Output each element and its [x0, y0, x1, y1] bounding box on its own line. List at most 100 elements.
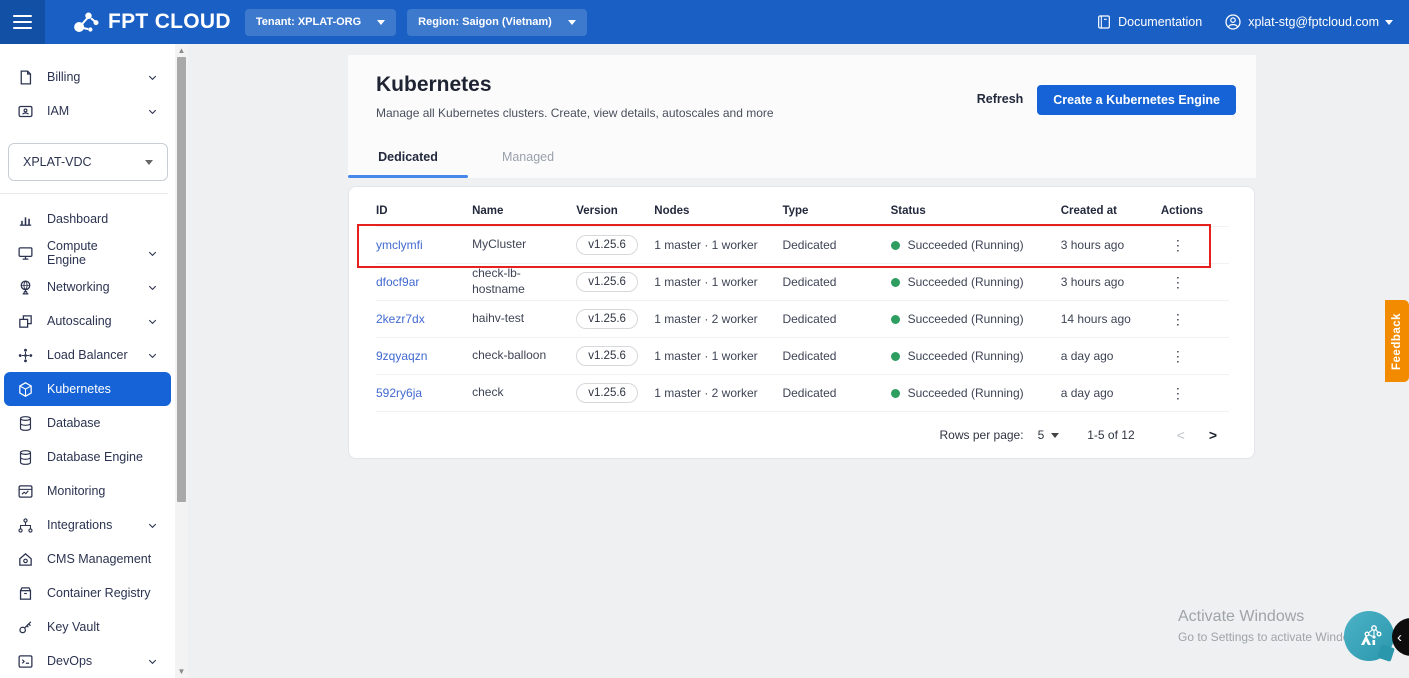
sidebar-item-database[interactable]: Database	[0, 406, 175, 440]
cluster-id-link[interactable]: 2kezr7dx	[376, 312, 425, 326]
sidebar-item-dashboard[interactable]: Dashboard	[0, 202, 175, 236]
refresh-button[interactable]: Refresh	[977, 85, 1024, 113]
tab-dedicated[interactable]: Dedicated	[348, 138, 468, 178]
ai-molecule-icon	[1354, 621, 1384, 651]
rows-per-page-value: 5	[1037, 428, 1045, 442]
sidebar-item-label: Load Balancer	[47, 348, 128, 362]
tenant-selector[interactable]: Tenant: XPLAT-ORG	[244, 8, 397, 36]
table-row: ymclymfi MyCluster v1.25.6 1 master · 1 …	[376, 226, 1229, 264]
sidebar-item-container-registry[interactable]: Container Registry	[0, 576, 175, 610]
nodes-value: 1 master · 1 worker	[654, 238, 758, 252]
status-dot-icon	[890, 351, 900, 361]
hamburger-menu-button[interactable]	[0, 0, 45, 44]
row-actions-button[interactable]: ⋮	[1161, 382, 1195, 404]
sidebar-item-label: Monitoring	[47, 484, 106, 498]
chevron-down-icon	[567, 19, 576, 25]
sidebar-item-autoscaling[interactable]: Autoscaling	[0, 304, 175, 338]
page-subtitle: Manage all Kubernetes clusters. Create, …	[376, 106, 774, 120]
region-selector[interactable]: Region: Saigon (Vietnam)	[407, 8, 587, 36]
sidebar-item-label: Autoscaling	[47, 314, 112, 328]
documentation-label: Documentation	[1118, 15, 1203, 29]
column-header-name: Name	[472, 205, 504, 217]
nodes-value: 1 master · 2 worker	[654, 312, 758, 326]
chevron-down-icon	[146, 281, 159, 294]
sidebar-item-compute-engine[interactable]: Compute Engine	[0, 236, 175, 270]
documentation-link[interactable]: Documentation	[1096, 14, 1202, 30]
sidebar-item-networking[interactable]: Networking	[0, 270, 175, 304]
ai-assistant-bubble[interactable]	[1344, 611, 1394, 661]
status-value: Succeeded (Running)	[907, 238, 1024, 252]
vdc-selector[interactable]: XPLAT-VDC	[8, 143, 168, 181]
row-actions-button[interactable]: ⋮	[1161, 345, 1195, 367]
status-dot-icon	[890, 388, 900, 398]
cluster-name: check-balloon	[472, 348, 547, 363]
fpt-molecule-icon	[71, 7, 101, 37]
type-value: Dedicated	[782, 238, 837, 252]
feedback-tab[interactable]: Feedback	[1385, 300, 1409, 382]
sidebar-item-kubernetes[interactable]: Kubernetes	[4, 372, 171, 406]
chevron-down-icon	[146, 349, 159, 362]
status-value: Succeeded (Running)	[907, 275, 1024, 289]
status-dot-icon	[890, 240, 900, 250]
sidebar-item-database-engine[interactable]: Database Engine	[0, 440, 175, 474]
chevron-down-icon	[146, 655, 159, 668]
sidebar-item-label: Database Engine	[47, 450, 143, 464]
chevron-down-icon	[146, 519, 159, 532]
sidebar-item-label: Integrations	[47, 518, 113, 532]
sidebar-item-label: IAM	[47, 104, 70, 118]
user-menu[interactable]: xplat-stg@fptcloud.com	[1224, 13, 1393, 31]
scroll-down-arrow-icon[interactable]: ▼	[177, 667, 186, 676]
nodes-value: 1 master · 1 worker	[654, 275, 758, 289]
collapse-widget-button[interactable]: ‹	[1392, 618, 1409, 656]
sidebar-item-devops[interactable]: DevOps	[0, 644, 175, 678]
sidebar-item-load-balancer[interactable]: Load Balancer	[0, 338, 175, 372]
sidebar-scrollbar[interactable]: ▲ ▼	[175, 44, 188, 678]
sidebar-item-integrations[interactable]: Integrations	[0, 508, 175, 542]
sidebar-item-iam[interactable]: IAM	[0, 94, 175, 128]
column-header-created: Created at	[1060, 205, 1117, 217]
book-icon	[1096, 14, 1112, 30]
version-chip: v1.25.6	[576, 235, 638, 255]
scrollbar-thumb[interactable]	[177, 57, 186, 502]
previous-page-button[interactable]: <	[1165, 425, 1197, 445]
vdc-selector-value: XPLAT-VDC	[23, 155, 92, 169]
next-page-button[interactable]: >	[1197, 425, 1229, 445]
created-at-value: 3 hours ago	[1060, 238, 1125, 252]
sidebar-item-monitoring[interactable]: Monitoring	[0, 474, 175, 508]
brand-logo[interactable]: FPT CLOUD	[71, 7, 231, 37]
iam-icon	[17, 103, 34, 120]
nodes-value: 1 master · 2 worker	[654, 386, 758, 400]
version-chip: v1.25.6	[576, 272, 638, 292]
watermark-line1: Activate Windows	[1178, 608, 1305, 625]
cluster-id-link[interactable]: ymclymfi	[376, 238, 423, 252]
page-header: Kubernetes Manage all Kubernetes cluster…	[348, 55, 1256, 178]
sidebar-item-billing[interactable]: Billing	[0, 60, 175, 94]
row-actions-button[interactable]: ⋮	[1161, 271, 1195, 293]
scroll-up-arrow-icon[interactable]: ▲	[177, 46, 186, 55]
row-actions-button[interactable]: ⋮	[1161, 234, 1195, 256]
cluster-id-link[interactable]: 592ry6ja	[376, 386, 423, 400]
column-header-nodes: Nodes	[654, 205, 690, 217]
container-box-icon	[17, 585, 34, 602]
create-kubernetes-engine-button[interactable]: Create a Kubernetes Engine	[1037, 85, 1236, 115]
cluster-id-link[interactable]: 9zqyaqzn	[376, 349, 428, 363]
version-chip: v1.25.6	[576, 383, 638, 403]
cluster-id-link[interactable]: dfocf9ar	[376, 275, 420, 289]
table-row: 592ry6ja check v1.25.6 1 master · 2 work…	[376, 374, 1229, 412]
sidebar-item-cms-management[interactable]: CMS Management	[0, 542, 175, 576]
tab-managed[interactable]: Managed	[501, 150, 555, 164]
row-actions-button[interactable]: ⋮	[1161, 308, 1195, 330]
created-at-value: 3 hours ago	[1060, 275, 1125, 289]
home-icon	[17, 551, 34, 568]
terminal-icon	[17, 653, 34, 670]
chevron-down-icon	[146, 71, 159, 84]
status-value: Succeeded (Running)	[907, 349, 1024, 363]
pagination: Rows per page: 5 1-5 of 12 < >	[376, 412, 1229, 458]
column-header-id: ID	[376, 205, 388, 217]
chevron-down-icon	[1051, 432, 1060, 438]
rows-per-page-select[interactable]: 5	[1038, 428, 1060, 442]
key-icon	[17, 619, 34, 636]
tenant-label: Tenant: XPLAT-ORG	[255, 16, 362, 28]
hamburger-icon	[13, 11, 32, 33]
sidebar-item-key-vault[interactable]: Key Vault	[0, 610, 175, 644]
